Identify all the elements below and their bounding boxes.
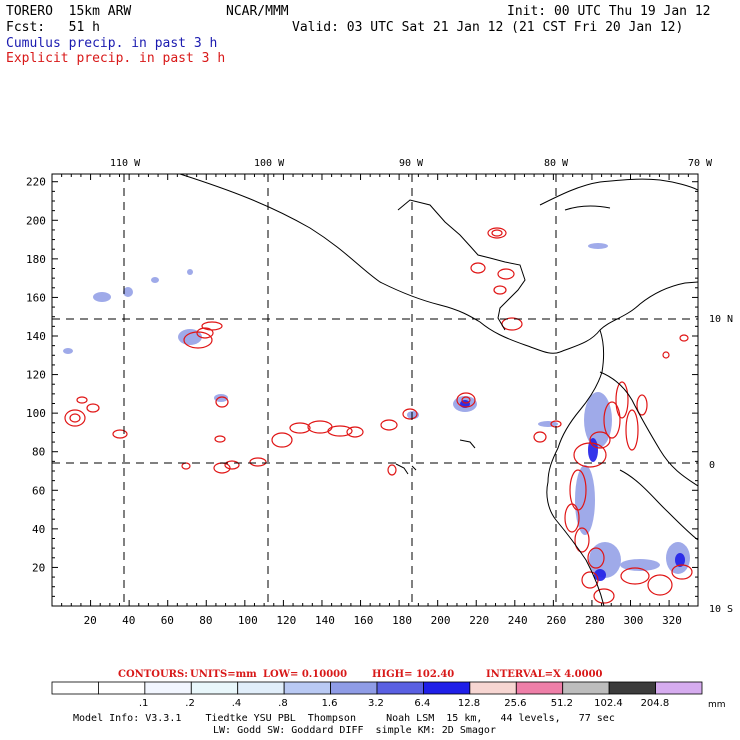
cumulus-field-label: Cumulus precip. in past 3 h — [6, 36, 218, 51]
colorbar-label: .1 — [139, 698, 149, 709]
x-tick-label: 60 — [161, 614, 174, 627]
lon-label-90w: 90 W — [399, 158, 424, 169]
x-tick-label: 200 — [431, 614, 451, 627]
colorbar-label: 102.4 — [594, 698, 623, 709]
init-time: Init: 00 UTC Thu 19 Jan 12 — [507, 4, 711, 19]
y-tick-label: 160 — [26, 291, 46, 304]
lat-label-10n: 10 N — [709, 314, 733, 325]
colorbar-label: 6.4 — [414, 698, 430, 709]
lon-label-80w: 80 W — [544, 158, 569, 169]
colorbar-label: 25.6 — [504, 698, 526, 709]
y-tick-label: 200 — [26, 214, 46, 227]
y-tick-label: 80 — [32, 446, 45, 459]
forecast-hour: Fcst: 51 h — [6, 20, 100, 35]
y-tick-label: 60 — [32, 484, 45, 497]
x-tick-label: 100 — [238, 614, 258, 627]
contours-units: UNITS=mm — [190, 669, 257, 680]
colorbar-swatch — [655, 681, 703, 695]
x-tick-label: 280 — [585, 614, 605, 627]
colorbar-label: 1.6 — [322, 698, 338, 709]
colorbar-swatch — [562, 681, 610, 695]
explicit-precip-contours — [64, 227, 693, 604]
colorbar-label: .8 — [278, 698, 288, 709]
x-tick-label: 120 — [276, 614, 296, 627]
valid-time: Valid: 03 UTC Sat 21 Jan 12 (21 CST Fri … — [292, 20, 684, 35]
colorbar-swatch — [376, 681, 424, 695]
contours-low: LOW= 0.10000 — [263, 669, 347, 680]
colorbar-label: 12.8 — [458, 698, 480, 709]
map-frame — [51, 173, 699, 607]
x-tick-label: 260 — [546, 614, 566, 627]
contours-high: HIGH= 102.40 — [372, 669, 454, 680]
lon-label-70w: 70 W — [688, 158, 713, 169]
lat-label-eq: 0 — [709, 460, 715, 471]
colorbar-label: 3.2 — [368, 698, 384, 709]
colorbar-swatch — [98, 681, 146, 695]
colorbar-label: .2 — [185, 698, 195, 709]
colorbar-swatch — [237, 681, 285, 695]
colorbar-label: 204.8 — [641, 698, 670, 709]
cumulus-precip-areas — [63, 243, 690, 578]
y-tick-label: 40 — [32, 523, 45, 536]
colorbar-swatch — [330, 681, 378, 695]
colorbar-swatch — [423, 681, 471, 695]
y-tick-label: 20 — [32, 561, 45, 574]
colorbar-unit: mm — [708, 700, 726, 710]
x-tick-label: 140 — [315, 614, 335, 627]
x-tick-label: 20 — [84, 614, 97, 627]
colorbar-swatch — [283, 681, 331, 695]
coastlines — [179, 174, 698, 606]
y-tick-label: 100 — [26, 407, 46, 420]
lon-label-110w: 110 W — [110, 158, 141, 169]
lat-label-10s: 10 S — [709, 604, 733, 615]
org-label: NCAR/MMM — [226, 4, 289, 19]
model-title: TORERO 15km ARW — [6, 4, 132, 19]
x-tick-label: 80 — [199, 614, 212, 627]
lon-label-100w: 100 W — [254, 158, 285, 169]
colorbar-label: .4 — [232, 698, 242, 709]
x-tick-label: 40 — [122, 614, 135, 627]
colorbar-swatch — [515, 681, 564, 695]
contours-label: CONTOURS: — [118, 669, 188, 680]
y-tick-label: 180 — [26, 253, 46, 266]
y-tick-label: 220 — [26, 176, 46, 189]
explicit-field-label: Explicit precip. in past 3 h — [6, 51, 226, 66]
y-tick-label: 140 — [26, 330, 46, 343]
x-tick-label: 300 — [624, 614, 644, 627]
colorbar-label: 51.2 — [551, 698, 573, 709]
colorbar-swatch — [469, 681, 517, 695]
x-tick-label: 220 — [469, 614, 489, 627]
colorbar-swatch — [51, 681, 99, 695]
colorbar-swatch — [190, 681, 239, 695]
precip-colorbar — [51, 681, 703, 695]
colorbar-swatch — [608, 681, 656, 695]
colorbar-swatch — [144, 681, 192, 695]
model-info-line2: LW: Godd SW: Goddard DIFF simple KM: 2D … — [213, 725, 496, 736]
x-tick-label: 160 — [354, 614, 374, 627]
x-tick-label: 240 — [508, 614, 528, 627]
x-tick-label: 320 — [662, 614, 682, 627]
y-tick-label: 120 — [26, 369, 46, 382]
contours-interval: INTERVAL=X 4.0000 — [486, 669, 603, 680]
lat-lon-grid — [52, 174, 698, 606]
x-tick-label: 180 — [392, 614, 412, 627]
model-info-line1: Model Info: V3.3.1 Tiedtke YSU PBL Thomp… — [73, 713, 615, 724]
